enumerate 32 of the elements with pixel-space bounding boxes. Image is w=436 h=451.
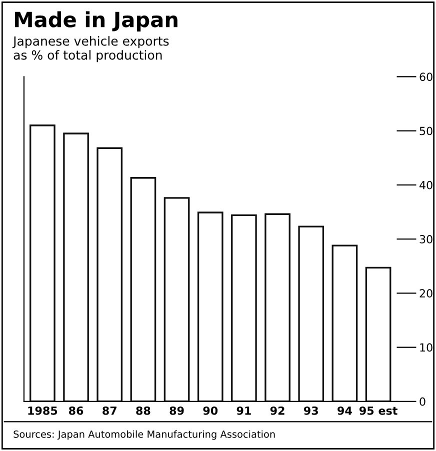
bar (30, 124, 56, 402)
x-tick-label: 91 (236, 406, 251, 415)
x-tick-label: 94 (338, 406, 352, 415)
x-tick-label: 89 (170, 406, 184, 415)
y-tick-label: 30 (420, 235, 432, 244)
x-tick-label: 92 (270, 406, 284, 415)
y-tick-label: 20 (420, 289, 432, 298)
bar (63, 132, 89, 402)
bar (96, 147, 123, 402)
bar (332, 244, 358, 402)
y-tick-label: 0 (420, 397, 426, 406)
chart-subtitle: Japanese vehicle exports as % of total production (12, 36, 169, 62)
x-tick-label: 90 (203, 406, 218, 415)
x-tick-label: 86 (68, 406, 84, 415)
bar (365, 266, 392, 402)
bar (197, 212, 224, 402)
bar (164, 197, 190, 402)
bar (264, 213, 290, 402)
y-tick-label: 50 (420, 126, 432, 136)
x-tick-label: 87 (102, 406, 116, 415)
x-tick-label: 95 est (359, 406, 398, 415)
source-note: Sources: Japan Automobile Manufacturing Association (14, 430, 275, 440)
bar (130, 177, 156, 402)
chart-title: Made in Japan (14, 11, 178, 32)
x-tick-label: 1985 (28, 406, 58, 415)
bar (298, 226, 324, 402)
x-tick-label: 93 (304, 406, 318, 415)
y-tick-label: 60 (420, 72, 432, 82)
bar (231, 214, 257, 402)
x-tick-label: 88 (136, 406, 150, 415)
y-tick-label: 10 (420, 343, 432, 352)
y-tick-label: 40 (420, 180, 432, 190)
